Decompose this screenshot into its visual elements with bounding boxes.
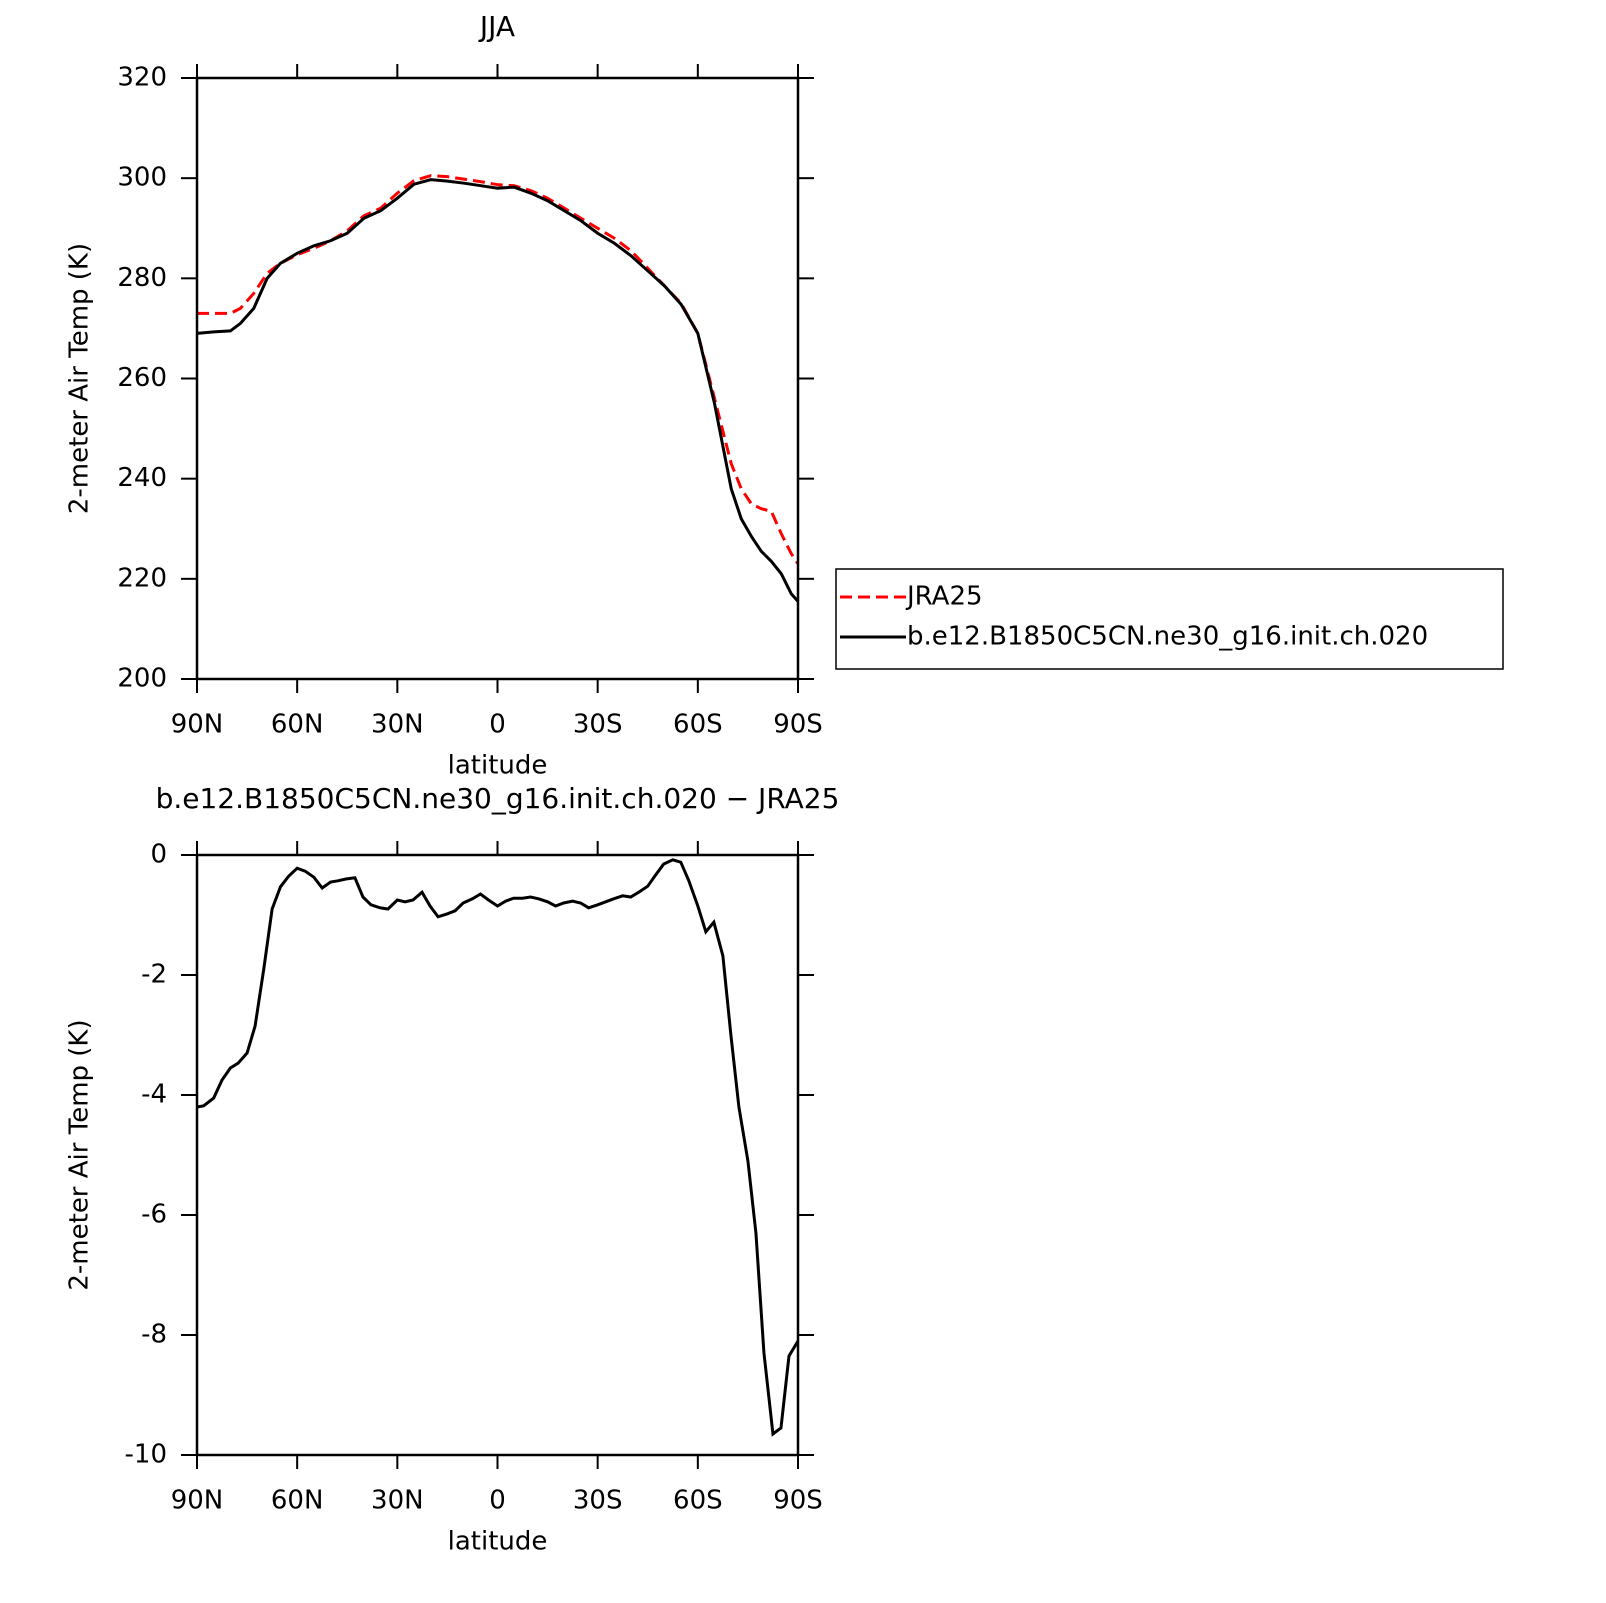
y-tick-label: 200 [117,664,167,694]
y-tick-label: 280 [117,263,167,293]
x-tick-label: 60N [271,710,324,740]
y-tick-label: -10 [125,1440,167,1470]
x-tick-label: 90S [773,710,823,740]
x-tick-label: 90N [171,710,224,740]
y-tick-label: -8 [141,1320,167,1350]
y-tick-label: 320 [117,63,167,93]
chart-title: b.e12.B1850C5CN.ne30_g16.init.ch.020 − J… [156,782,840,815]
legend-box [835,568,1504,670]
y-tick-label: 240 [117,463,167,493]
chart-title: JJA [478,10,515,43]
data-line [196,178,800,603]
x-tick-label: 60N [271,1486,324,1516]
y-axis-label: 2-meter Air Temp (K) [65,1019,95,1290]
x-tick-label: 30N [371,710,424,740]
x-tick-label: 60S [673,710,723,740]
plot-frame [195,76,800,681]
legend-label: JRA25 [905,582,983,612]
y-tick-label: 260 [117,363,167,393]
y-tick-label: 220 [117,563,167,593]
data-line [196,858,800,1437]
plot-frame [195,853,800,1457]
x-tick-label: 90N [171,1486,224,1516]
x-tick-label: 30N [371,1486,424,1516]
x-tick-label: 0 [489,710,506,740]
y-axis-label: 2-meter Air Temp (K) [65,243,95,514]
y-tick-label: 0 [150,840,167,870]
x-tick-label: 90S [773,1486,823,1516]
y-tick-label: -2 [141,960,167,990]
y-tick-label: -6 [141,1200,167,1230]
x-axis-label: latitude [448,1527,548,1557]
y-tick-label: -4 [141,1080,167,1110]
x-tick-label: 30S [573,710,623,740]
x-tick-label: 0 [489,1486,506,1516]
legend-label: b.e12.B1850C5CN.ne30_g16.init.ch.020 [907,622,1428,652]
x-tick-label: 60S [673,1486,723,1516]
y-tick-label: 300 [117,163,167,193]
x-axis-label: latitude [448,751,548,781]
x-tick-label: 30S [573,1486,623,1516]
